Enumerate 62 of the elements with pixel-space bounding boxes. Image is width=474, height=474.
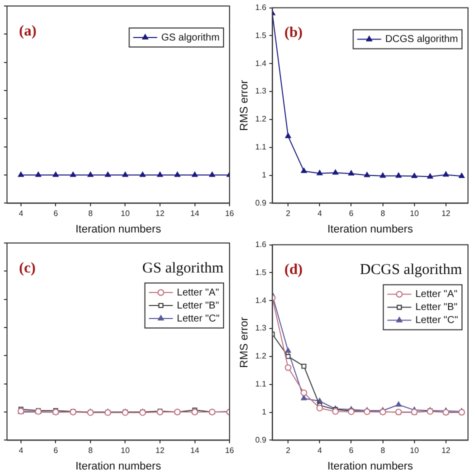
y-tick-label: 1.1 [255,380,267,389]
x-tick-label: 2 [286,446,291,456]
legend-label: GS algorithm [161,32,220,44]
y-tick-label: 1 [262,170,267,180]
legend-label: Letter "C" [176,313,220,324]
y-tick-label: 1.3 [255,324,267,333]
x-tick-label: 6 [53,446,58,456]
y-axis-title: RMS error [238,80,251,131]
annotation: (a) [19,23,36,40]
x-tick-label: 6 [53,209,58,218]
legend-label: Letter "A" [415,289,458,300]
x-tick-label: 4 [317,209,322,218]
x-tick-label: 2 [286,209,291,218]
y-tick-label: 1.1 [255,142,267,152]
y-tick-label: 1.4 [255,58,267,68]
y-tick-label: 1.4 [255,296,267,305]
x-tick-label: 16 [225,446,235,456]
y-tick-label: 1.6 [255,3,267,12]
annotation: (b) [284,25,303,42]
x-tick-label: 8 [88,209,94,218]
y-tick-label: 1.5 [255,30,267,40]
legend-label: DCGS algorithm [385,34,458,46]
y-tick-label: 1.6 [255,240,267,250]
x-tick-label: 4 [18,446,24,456]
x-tick-label: 16 [225,209,235,218]
x-tick-label: 10 [410,446,420,456]
x-tick-label: 8 [380,446,386,456]
x-axis-title: Iteration numbers [75,460,162,472]
x-tick-label: 10 [120,209,130,218]
y-axis-title: RMS error [238,316,251,368]
x-tick-label: 8 [380,209,386,218]
text: GS algorithm [142,260,224,276]
text: DCGS algorithm [360,262,462,278]
x-axis-title: Iteration numbers [327,460,414,472]
x-tick-label: 10 [410,209,420,218]
legend-label: Letter "A" [176,287,220,298]
x-tick-label: 12 [156,209,165,218]
legend-label: Letter "B" [176,300,220,312]
x-tick-label: 8 [88,446,94,456]
annotation: (d) [284,262,303,278]
y-tick-label: 1.5 [255,268,267,277]
annotation: (c) [19,260,36,276]
x-tick-label: 6 [348,446,354,456]
x-tick-label: 12 [441,446,451,456]
y-tick-label: 1 [262,407,267,416]
legend-label: Letter "B" [415,302,458,314]
y-tick-label: 0.9 [255,435,267,444]
x-tick-label: 10 [120,446,130,456]
x-tick-label: 4 [317,446,322,456]
x-tick-label: 6 [348,209,354,218]
x-axis-title: Iteration numbers [75,223,162,236]
x-tick-label: 14 [190,446,200,456]
x-tick-label: 14 [190,209,200,218]
x-tick-label: 12 [441,209,451,218]
legend-label: Letter "C" [415,315,458,326]
x-axis-title: Iteration numbers [327,223,414,236]
y-tick-label: 1.2 [255,352,267,361]
y-tick-label: 1.2 [255,114,267,124]
x-tick-label: 12 [156,446,165,456]
y-tick-label: 1.3 [255,86,267,96]
x-tick-label: 4 [18,209,24,218]
y-tick-label: 0.9 [255,198,267,208]
